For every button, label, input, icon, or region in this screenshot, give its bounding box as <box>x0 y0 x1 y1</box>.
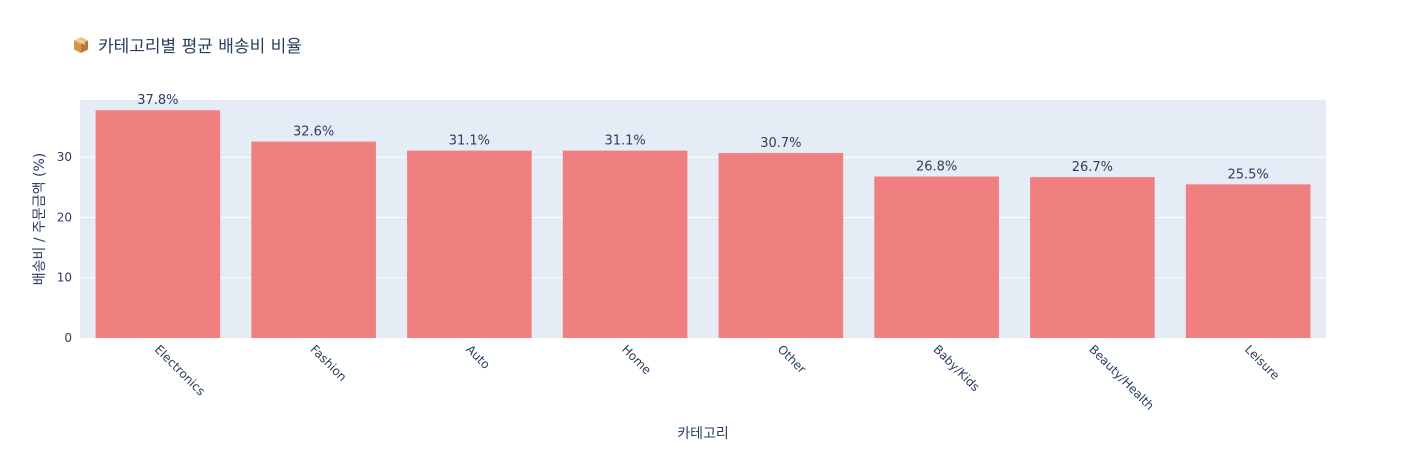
x-tick-label: Home <box>619 342 654 377</box>
bar[interactable] <box>1030 177 1155 338</box>
package-icon <box>72 36 90 54</box>
x-axis-title: 카테고리 <box>677 426 729 442</box>
bar[interactable] <box>95 110 221 338</box>
bar-data-label: 37.8% <box>137 93 178 108</box>
bar-data-label: 26.8% <box>916 160 957 175</box>
bar-data-label: 31.1% <box>449 134 490 149</box>
data-labels: 37.8% 32.6% 31.1% 31.1% 30.7% 26.8% 26.7% 25.5% <box>137 93 1269 182</box>
y-tick-label: 10 <box>57 271 72 285</box>
bar[interactable] <box>874 176 999 338</box>
bar-data-label: 32.6% <box>293 125 334 140</box>
x-axis-ticks: Electronics Fashion Auto Home Other Baby/Kids… <box>152 342 1283 413</box>
y-tick-label: 0 <box>64 331 72 345</box>
bar[interactable] <box>251 141 376 338</box>
x-tick-label: Leisure <box>1242 342 1282 382</box>
bar[interactable] <box>1185 184 1311 338</box>
y-axis-ticks: 0 10 20 30 <box>57 150 72 345</box>
x-tick-label: Fashion <box>308 342 350 384</box>
bar-data-label: 26.7% <box>1072 160 1113 175</box>
x-tick-label: Beauty/Health <box>1086 342 1157 413</box>
bar[interactable] <box>407 150 532 338</box>
bar[interactable] <box>718 153 844 338</box>
x-tick-label: Other <box>775 342 809 376</box>
bars <box>95 110 1311 338</box>
bar-data-label: 25.5% <box>1227 167 1268 182</box>
bar[interactable] <box>562 150 688 338</box>
y-axis-title: 배송비 / 주문금액 (%) <box>32 153 48 285</box>
y-tick-label: 20 <box>57 210 72 224</box>
x-tick-label: Baby/Kids <box>931 342 983 394</box>
x-tick-label: Electronics <box>152 342 208 398</box>
y-tick-label: 30 <box>57 150 72 164</box>
bar-data-label: 31.1% <box>604 134 645 149</box>
x-tick-label: Auto <box>463 342 493 372</box>
chart-title: 카테고리별 평균 배송비 비율 <box>72 32 302 57</box>
bar-data-label: 30.7% <box>760 136 801 151</box>
chart-title-text: 카테고리별 평균 배송비 비율 <box>98 37 302 57</box>
